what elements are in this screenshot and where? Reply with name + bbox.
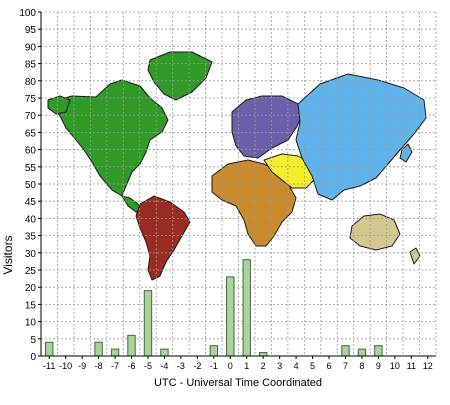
x-tick-label: 6: [327, 361, 332, 371]
bar-utc--8: [94, 341, 103, 357]
x-tick-label: -11: [43, 361, 55, 371]
x-tick-label: 3: [277, 361, 282, 371]
x-tick-label: 2: [261, 361, 266, 371]
x-tick-label: -6: [128, 361, 136, 371]
y-tick-label: 75: [25, 94, 37, 105]
y-tick-label: 20: [25, 283, 37, 294]
x-tick-label: 9: [376, 361, 381, 371]
north-america-shape: [49, 79, 169, 197]
x-tick-label: 4: [294, 361, 299, 371]
x-tick-label: -1: [210, 361, 218, 371]
bar-utc--6: [127, 334, 136, 357]
bar-utc-7: [341, 345, 350, 357]
bar-utc-9: [374, 345, 383, 357]
bar-utc-0: [226, 276, 235, 357]
y-tick-label: 70: [25, 111, 37, 122]
x-tick-label: -9: [78, 361, 86, 371]
bar-utc-1: [242, 259, 251, 357]
x-tick-label: 1: [244, 361, 249, 371]
y-tick-label: 85: [25, 60, 37, 71]
x-axis-title: UTC - Universal Time Coordinated: [154, 377, 322, 389]
y-tick-label: 45: [25, 197, 37, 208]
bar-utc--4: [160, 348, 169, 357]
y-tick-label: 35: [25, 232, 37, 243]
x-tick-label: -5: [144, 361, 152, 371]
y-tick-label: 15: [25, 300, 37, 311]
y-tick-label: 5: [30, 335, 36, 346]
x-tick-label: 0: [228, 361, 233, 371]
bar-utc--1: [209, 345, 219, 357]
y-axis-ticks: 0 5 10 15 20 25 30 35 40 45 50 55 60 65 70 75 80 85 90 95 10…: [19, 8, 41, 363]
y-tick-label: 95: [25, 25, 37, 36]
x-axis-ticks: -11 -10 -9 -8 -7 -6 -5 -4 -3 -2 -1 0 1 2 3 4 5 6 7 8 9 10 11 12: [43, 356, 433, 371]
x-tick-label: -8: [95, 361, 103, 371]
y-tick-label: 0: [30, 352, 36, 363]
x-tick-label: 5: [310, 361, 315, 371]
x-tick-label: -4: [160, 361, 168, 371]
x-tick-label: 11: [407, 361, 416, 371]
y-tick-label: 10: [25, 318, 37, 329]
world-map-background: [47, 51, 427, 281]
y-tick-label: 50: [25, 180, 37, 191]
chart-grid: [40, 11, 437, 356]
bar-series: [45, 259, 383, 357]
y-tick-label: 40: [25, 214, 37, 225]
europe-shape: [231, 95, 303, 159]
y-axis-title: Visitors: [1, 235, 15, 274]
bar-utc--5: [143, 290, 153, 357]
australia-shape: [349, 213, 401, 251]
alaska-shape: [47, 95, 71, 115]
middle-east-shape: [263, 153, 317, 189]
y-tick-label: 100: [19, 8, 36, 19]
x-tick-label: -3: [177, 361, 185, 371]
x-tick-label: 7: [343, 361, 348, 371]
bar-utc-8: [357, 348, 367, 357]
bar-utc--11: [45, 341, 54, 357]
y-tick-label: 30: [25, 249, 37, 260]
bar-utc-2: [258, 352, 268, 357]
x-tick-label: 12: [423, 361, 433, 371]
y-tick-label: 55: [25, 163, 37, 174]
y-tick-label: 60: [25, 146, 37, 157]
y-tick-label: 90: [25, 42, 37, 53]
asia-shape: [295, 73, 427, 201]
south-america-shape: [135, 195, 191, 281]
x-tick-label: 8: [359, 361, 364, 371]
y-tick-label: 65: [25, 128, 37, 139]
y-tick-label: 80: [25, 77, 37, 88]
new-zealand-shape: [409, 247, 421, 265]
bar-utc--7: [110, 348, 120, 357]
x-tick-label: -2: [193, 361, 201, 371]
greenland-shape: [147, 51, 213, 101]
y-tick-label: 25: [25, 266, 37, 277]
africa-shape: [211, 159, 297, 247]
x-tick-label: -7: [111, 361, 119, 371]
x-tick-label: 10: [390, 361, 400, 371]
x-tick-label: -10: [59, 361, 72, 371]
